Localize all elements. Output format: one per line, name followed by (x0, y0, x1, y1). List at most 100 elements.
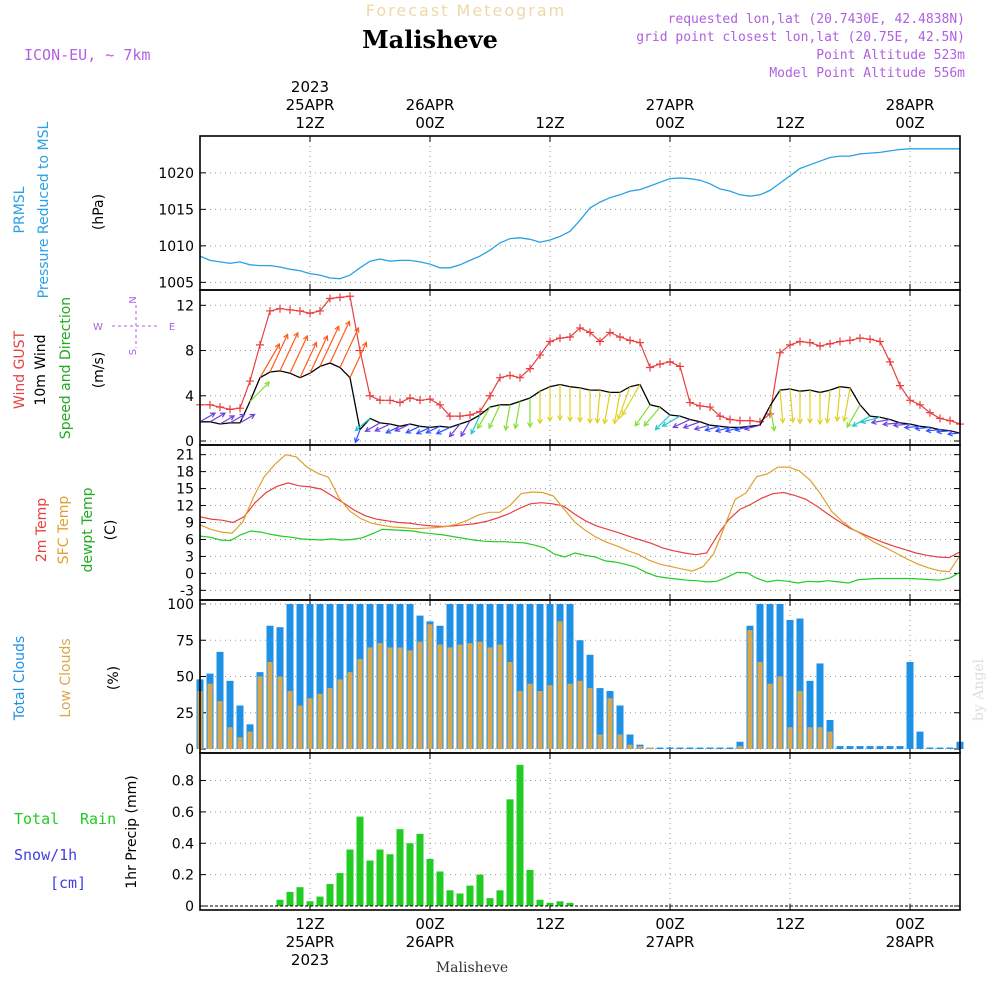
wind-arrow-head (925, 427, 932, 434)
wind-arrow (199, 412, 217, 423)
cloud-total-bar (856, 746, 864, 749)
gust-marker (256, 340, 264, 349)
cloud-total-bar (316, 604, 324, 749)
wind-arrow-shaft (436, 426, 451, 435)
wind-arrow-head (220, 412, 227, 418)
cloud-total-bar (696, 747, 704, 749)
gust-marker (316, 306, 324, 315)
cloud-total-bar (596, 688, 604, 749)
rain-bar (536, 899, 544, 906)
wind-arrow-shaft (199, 412, 216, 423)
wind-arrow (477, 406, 491, 430)
precip-axis-label: 1hr Precip (mm) (124, 775, 140, 888)
compass-n: N (128, 296, 139, 303)
gust-marker (816, 342, 824, 351)
rain-bar (506, 799, 514, 906)
cloud-total-bar (566, 604, 574, 749)
wind-arrow-head (807, 418, 813, 425)
wind-arrow-shaft (299, 342, 317, 378)
footer-station: Malisheve (436, 960, 508, 976)
wind-arrow-head (859, 418, 867, 425)
precip-rain-label: Rain (80, 810, 116, 828)
cloud-total-bar (666, 747, 674, 749)
wind-arrow-shaft (229, 413, 245, 424)
wind-arrow-head (654, 424, 661, 431)
wind-arrow-head (448, 431, 455, 438)
gust-marker (526, 364, 534, 373)
gust-marker (306, 309, 314, 318)
gust-marker (666, 357, 674, 366)
gust-marker (696, 401, 704, 410)
wind-arrow-head (834, 416, 841, 423)
temp-dew-label: dewpt Temp (80, 487, 96, 572)
wind-arrow-shaft (715, 426, 731, 432)
cloud-low-bar (797, 691, 803, 749)
wind-arrow (289, 334, 309, 374)
wind-arrow-shaft (621, 384, 641, 416)
cloud-total-bar (726, 747, 734, 749)
wind-arrow-head (903, 424, 910, 431)
rain-bar (516, 764, 524, 906)
gust-marker (786, 340, 794, 349)
cloud-low-bar (227, 727, 233, 749)
cloud-low-bar (467, 643, 473, 749)
rain-bar (396, 829, 404, 906)
cloud-low-bar (787, 727, 793, 749)
wind-arrow (946, 430, 961, 437)
pressure-label-desc: Pressure Reduced to MSL (36, 121, 52, 298)
wind-arrow-head (283, 333, 289, 340)
wind-arrow-shaft (744, 424, 761, 430)
cloud-low-bar (637, 746, 643, 749)
cloud-total-bar (876, 746, 884, 749)
precipitation-frame (199, 752, 961, 911)
cloud-total-bar (536, 604, 544, 749)
cloud-low-bar (557, 621, 563, 749)
wind-arrow (435, 426, 451, 435)
cloud-low-bar (427, 624, 433, 749)
wind-arrow-head (322, 334, 329, 342)
wind-arrow-shaft (926, 429, 941, 432)
wind-arrow-head (661, 421, 668, 427)
cloud-low-bar (207, 683, 213, 749)
clouds-plot: 0 25 50 75 100 (167, 597, 964, 758)
wind-arrow (577, 387, 583, 423)
cloud-total-bar (796, 618, 804, 749)
wind-arrow-shaft (488, 404, 501, 429)
cloud-low-bar (347, 672, 353, 749)
compass-e: E (169, 322, 175, 333)
cloud-low-bar (297, 705, 303, 749)
pressure-line (199, 148, 960, 280)
gust-marker (936, 414, 944, 423)
wind-arrow-shaft (209, 412, 226, 423)
gust-marker (686, 398, 694, 407)
cloud-low-bar (387, 647, 393, 749)
gust-marker (536, 351, 544, 360)
cloud-total-bar (546, 604, 554, 749)
wind-arrow-head (374, 426, 381, 432)
gust-marker (346, 292, 354, 301)
gust-marker (446, 412, 454, 421)
wind-arrow (870, 418, 891, 425)
gust-marker (546, 337, 554, 346)
wind-arrow-head (851, 421, 858, 427)
wind-10m-label: 10m Wind (33, 334, 49, 405)
clouds-low-label: Low Clouds (58, 638, 74, 717)
gust-marker (236, 404, 244, 413)
wind-arrow (239, 413, 256, 424)
cloud-total-bar (896, 746, 904, 749)
wind-arrow (834, 386, 841, 423)
cloud-total-bar (616, 705, 624, 749)
wind-arrow (779, 390, 786, 424)
cloud-total-bar (906, 662, 914, 749)
cloud-low-bar (597, 734, 603, 749)
rain-bar (426, 858, 434, 906)
credit-watermark: by Angel (971, 658, 987, 721)
cloud-low-bar (437, 644, 443, 749)
wind-arrow (914, 425, 931, 432)
bottom-time-label: 12Z (535, 915, 564, 933)
wind-arrow-shaft (309, 335, 328, 374)
wind-arrow-shaft (860, 416, 881, 423)
